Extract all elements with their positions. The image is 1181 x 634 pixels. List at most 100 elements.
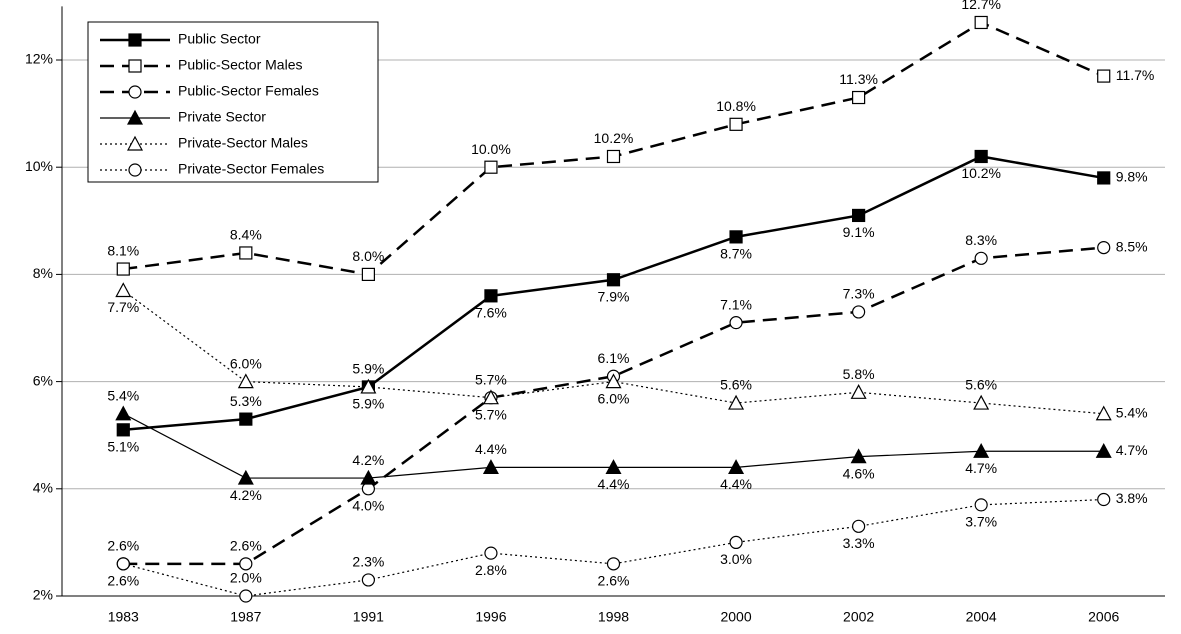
x-tick-label: 1991 xyxy=(353,609,384,625)
data-label: 5.3% xyxy=(230,393,262,409)
data-label: 2.8% xyxy=(475,562,507,578)
y-tick-label: 8% xyxy=(33,265,53,281)
y-tick-label: 12% xyxy=(25,51,53,67)
x-tick-label: 2002 xyxy=(843,609,874,625)
data-point xyxy=(852,208,866,223)
data-label: 4.4% xyxy=(720,476,752,492)
data-point xyxy=(974,149,988,164)
data-point xyxy=(116,262,130,276)
legend-marker xyxy=(128,59,142,73)
data-label: 3.8% xyxy=(1116,490,1148,506)
data-label: 11.7% xyxy=(1116,67,1155,83)
data-label: 6.0% xyxy=(598,390,630,406)
data-point xyxy=(237,373,254,389)
legend-label: Public Sector xyxy=(178,31,261,47)
y-tick-label: 6% xyxy=(33,372,53,388)
series-line xyxy=(122,289,1104,415)
data-label: 5.4% xyxy=(1116,404,1148,420)
legend-box xyxy=(87,21,379,183)
data-point xyxy=(484,289,498,303)
data-point xyxy=(116,423,130,437)
data-label: 6.1% xyxy=(598,350,630,366)
data-point xyxy=(729,535,743,550)
legend-label: Public-Sector Males xyxy=(178,57,303,73)
data-label: 5.7% xyxy=(475,406,507,422)
data-point xyxy=(482,459,499,474)
data-point xyxy=(482,389,499,405)
data-label: 9.8% xyxy=(1116,169,1148,185)
data-label: 10.8% xyxy=(716,98,756,114)
series-line xyxy=(123,246,1104,566)
data-point xyxy=(237,469,254,485)
data-point xyxy=(850,384,867,399)
data-label: 5.1% xyxy=(107,439,139,455)
data-point xyxy=(239,557,253,571)
legend-marker xyxy=(126,135,144,151)
y-tick-label: 4% xyxy=(33,480,53,496)
x-tick-label: 1983 xyxy=(108,609,139,625)
data-point xyxy=(1097,492,1111,507)
data-label: 8.3% xyxy=(965,232,997,248)
data-point xyxy=(115,405,132,421)
data-point xyxy=(729,117,743,131)
data-label: 7.1% xyxy=(720,296,752,312)
data-point xyxy=(729,230,743,244)
data-point xyxy=(852,305,866,319)
data-point xyxy=(606,273,621,287)
data-label: 2.6% xyxy=(230,538,262,554)
data-label: 5.9% xyxy=(352,396,384,412)
data-point xyxy=(974,498,988,512)
legend-label: Public-Sector Females xyxy=(178,83,319,99)
data-point xyxy=(1095,405,1112,421)
data-point xyxy=(605,373,622,389)
data-label: 4.0% xyxy=(352,498,384,514)
data-point xyxy=(360,469,377,485)
data-label: 5.7% xyxy=(475,371,507,387)
data-label: 8.0% xyxy=(352,248,384,264)
data-point xyxy=(239,589,253,603)
data-point xyxy=(361,267,375,281)
data-label: 3.0% xyxy=(720,551,752,567)
data-point xyxy=(728,459,745,474)
data-label: 6.0% xyxy=(230,355,262,371)
legend-marker xyxy=(128,85,142,99)
data-label: 4.7% xyxy=(965,460,997,476)
y-tick-label: 10% xyxy=(25,158,53,174)
data-label: 10.2% xyxy=(594,130,634,146)
data-label: 7.3% xyxy=(843,286,875,302)
data-point xyxy=(606,557,621,571)
x-tick-label: 2000 xyxy=(720,609,751,625)
data-point xyxy=(360,378,377,394)
data-label: 2.6% xyxy=(598,573,630,589)
legend-marker xyxy=(126,109,144,125)
data-label: 3.3% xyxy=(843,535,875,551)
data-point xyxy=(974,251,988,265)
data-point xyxy=(973,394,990,410)
data-label: 2.0% xyxy=(230,570,262,586)
data-point xyxy=(852,90,866,105)
x-tick-label: 1987 xyxy=(230,609,261,625)
legend-marker xyxy=(128,163,142,177)
data-point xyxy=(605,459,622,474)
data-point xyxy=(239,412,253,426)
data-label: 4.7% xyxy=(1116,442,1148,458)
data-point xyxy=(115,282,132,298)
legend-label: Private Sector xyxy=(178,109,266,125)
y-tick-label: 2% xyxy=(33,587,53,603)
data-label: 2.6% xyxy=(107,573,139,589)
data-label: 4.2% xyxy=(230,487,262,503)
legend-label: Private-Sector Males xyxy=(178,135,308,151)
data-point xyxy=(1097,69,1111,83)
data-point xyxy=(1097,241,1111,255)
data-point xyxy=(974,15,988,30)
data-point xyxy=(729,316,743,330)
data-label: 7.7% xyxy=(107,299,139,315)
data-label: 8.5% xyxy=(1116,238,1148,254)
data-point xyxy=(361,573,375,587)
data-point xyxy=(852,519,866,533)
data-label: 8.7% xyxy=(720,246,752,262)
data-point xyxy=(1097,171,1111,185)
data-label: 5.6% xyxy=(965,377,997,393)
data-point xyxy=(116,557,130,571)
